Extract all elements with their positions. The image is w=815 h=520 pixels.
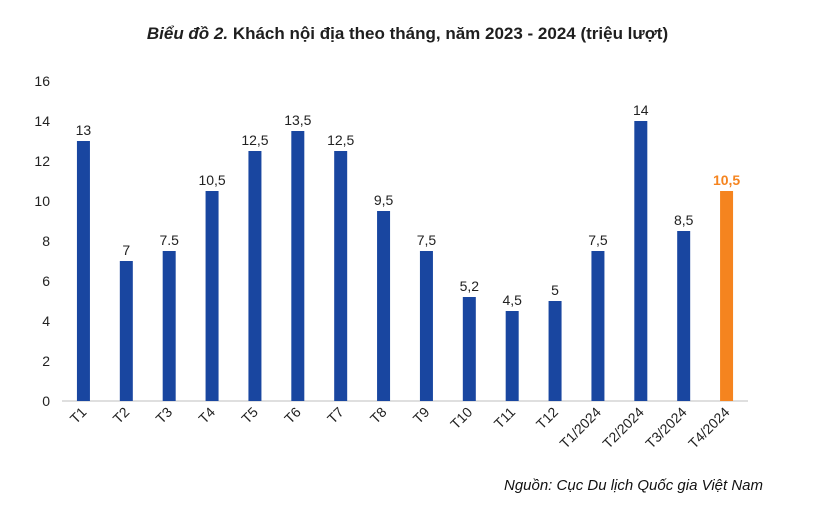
bar (334, 151, 348, 401)
bar-value-label: 4,5 (502, 292, 522, 308)
bar (505, 311, 519, 401)
x-tick-label: T5 (238, 404, 261, 427)
bar-value-label: 7 (122, 242, 130, 258)
bar-value-label: 8,5 (674, 212, 694, 228)
chart-title-main: Khách nội địa theo tháng, năm 2023 - 202… (228, 24, 669, 43)
chart-title-prefix: Biểu đồ 2. (146, 24, 229, 43)
y-tick-label: 16 (34, 73, 50, 89)
x-tick-label: T8 (367, 404, 390, 427)
x-tick-label: T4 (195, 404, 218, 427)
bar-value-label: 13,5 (284, 112, 311, 128)
source-note: Nguồn: Cục Du lịch Quốc gia Việt Nam (503, 477, 763, 494)
bar (377, 211, 391, 401)
x-tick-label: T2 (110, 404, 133, 427)
y-tick-label: 14 (34, 113, 50, 129)
y-tick-label: 0 (42, 393, 50, 409)
x-tick-label: T12 (533, 404, 562, 433)
x-tick-label: T11 (491, 404, 519, 432)
x-tick-label: T9 (410, 404, 433, 427)
x-tick-label: T7 (324, 404, 347, 427)
bar (205, 191, 219, 401)
y-tick-label: 12 (34, 153, 50, 169)
bar-value-label: 14 (633, 102, 649, 118)
y-tick-label: 2 (42, 353, 50, 369)
x-tick-label: T1 (67, 404, 90, 427)
bar-value-label: 5,2 (460, 278, 480, 294)
bar-value-label: 7,5 (417, 232, 437, 248)
x-tick-label: T10 (447, 404, 476, 433)
bar (248, 151, 262, 401)
bar (76, 141, 90, 401)
bar-value-label: 10,5 (198, 172, 225, 188)
x-tick-label: T3 (152, 404, 175, 427)
y-tick-label: 4 (42, 313, 50, 329)
bar (720, 191, 734, 401)
bar (634, 121, 648, 401)
y-tick-label: 6 (42, 273, 50, 289)
bar-value-label: 9,5 (374, 192, 394, 208)
bar-value-label: 5 (551, 282, 559, 298)
bar-value-label: 7.5 (159, 232, 179, 248)
bar-value-label: 7,5 (588, 232, 608, 248)
y-tick-label: 10 (34, 193, 50, 209)
x-tick-label: T6 (281, 404, 304, 427)
bar (462, 297, 476, 401)
chart-title: Biểu đồ 2. Khách nội địa theo tháng, năm… (0, 24, 815, 44)
bar (162, 251, 176, 401)
bar-value-label: 12,5 (327, 132, 354, 148)
bar (291, 131, 305, 401)
x-tick-label: T2/2024 (599, 404, 647, 452)
x-tick-label: T4/2024 (685, 404, 733, 452)
bar (548, 301, 562, 401)
bar-value-label: 10,5 (713, 172, 740, 188)
bar (677, 231, 691, 401)
bar (119, 261, 133, 401)
bar-value-label: 13 (76, 122, 92, 138)
bar-value-label: 12,5 (241, 132, 268, 148)
bar (591, 251, 605, 401)
x-tick-label: T1/2024 (556, 404, 604, 452)
x-tick-label: T3/2024 (642, 404, 690, 452)
y-tick-label: 8 (42, 233, 50, 249)
bar (419, 251, 433, 401)
